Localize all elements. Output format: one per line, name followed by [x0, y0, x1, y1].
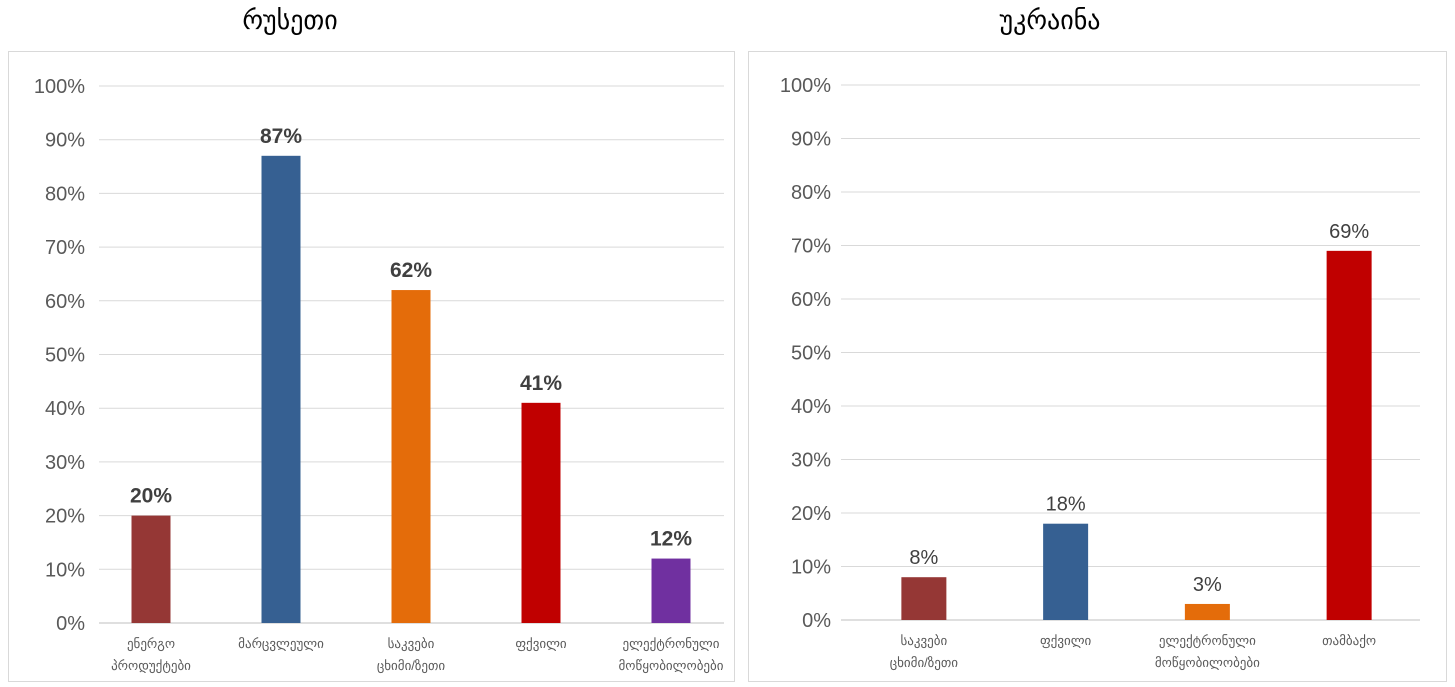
y-tick-label: 40%	[45, 398, 85, 420]
category-label: ფქვილი	[515, 636, 567, 652]
y-tick-label: 10%	[791, 557, 831, 579]
data-label: 87%	[260, 125, 302, 148]
chart-panel-russia: 0% 10% 20% 30% 40% 50% 60% 70% 80% 90% 100% 20% ენერ…	[8, 51, 735, 682]
category-label: პროდუქტები	[111, 658, 191, 674]
data-label: 3%	[1193, 574, 1222, 596]
chart-title-russia: რუსეთი	[242, 6, 338, 36]
data-label: 62%	[390, 259, 432, 282]
category-label: ელექტრონული	[1159, 633, 1256, 649]
category-label: ცხიმი/ზეთი	[890, 655, 959, 671]
y-tick-label: 0%	[56, 613, 85, 635]
data-label: 18%	[1046, 494, 1086, 516]
category-label: ფქვილი	[1040, 633, 1092, 649]
data-label: 69%	[1329, 221, 1369, 243]
y-tick-label: 70%	[45, 237, 85, 259]
chart-panel-ukraine: 0% 10% 20% 30% 40% 50% 60% 70% 80% 90% 100% 8% საკვე…	[748, 51, 1447, 682]
y-tick-label: 50%	[45, 345, 85, 367]
y-tick-label: 30%	[45, 452, 85, 474]
y-tick-label: 20%	[45, 506, 85, 528]
y-tick-label: 100%	[780, 75, 831, 97]
category-label: თამბაქო	[1322, 633, 1376, 649]
category-label: ენერგო	[127, 636, 175, 652]
category-label: საკვები	[900, 633, 947, 649]
y-tick-label: 90%	[791, 129, 831, 151]
y-tick-label: 80%	[791, 182, 831, 204]
chart-title-ukraine: უკრაინა	[999, 6, 1101, 36]
bar	[1184, 603, 1230, 620]
y-tick-label: 90%	[45, 130, 85, 152]
bar	[651, 558, 691, 623]
y-tick-label: 20%	[791, 503, 831, 525]
y-tick-label: 10%	[45, 559, 85, 581]
y-tick-label: 60%	[45, 291, 85, 313]
bar	[901, 577, 947, 620]
category-label: ელექტრონული	[623, 636, 720, 652]
bar	[1043, 523, 1089, 620]
data-label: 12%	[650, 528, 692, 551]
y-tick-label: 100%	[34, 76, 85, 98]
bar	[521, 402, 561, 623]
bar	[1326, 250, 1372, 620]
bar	[391, 290, 431, 623]
y-tick-label: 60%	[791, 289, 831, 311]
y-tick-label: 70%	[791, 236, 831, 258]
category-label: საკვები	[388, 636, 435, 652]
bar	[261, 155, 301, 623]
y-tick-label: 40%	[791, 396, 831, 418]
data-label: 41%	[520, 372, 562, 395]
bar-chart-ukraine: 0% 10% 20% 30% 40% 50% 60% 70% 80% 90% 100% 8% საკვე…	[780, 75, 1420, 671]
y-tick-label: 0%	[802, 610, 831, 632]
y-tick-label: 30%	[791, 450, 831, 472]
bar-chart-russia: 0% 10% 20% 30% 40% 50% 60% 70% 80% 90% 100% 20% ენერ…	[34, 76, 724, 674]
y-tick-label: 50%	[791, 343, 831, 365]
category-label: ცხიმი/ზეთი	[377, 658, 446, 674]
category-label: მარცვლეული	[238, 636, 324, 652]
category-label: მოწყობილობები	[619, 658, 724, 674]
bar	[131, 515, 171, 623]
category-label: მოწყობილობები	[1155, 655, 1260, 671]
data-label: 20%	[130, 485, 172, 508]
y-tick-label: 80%	[45, 183, 85, 205]
data-label: 8%	[909, 547, 938, 569]
